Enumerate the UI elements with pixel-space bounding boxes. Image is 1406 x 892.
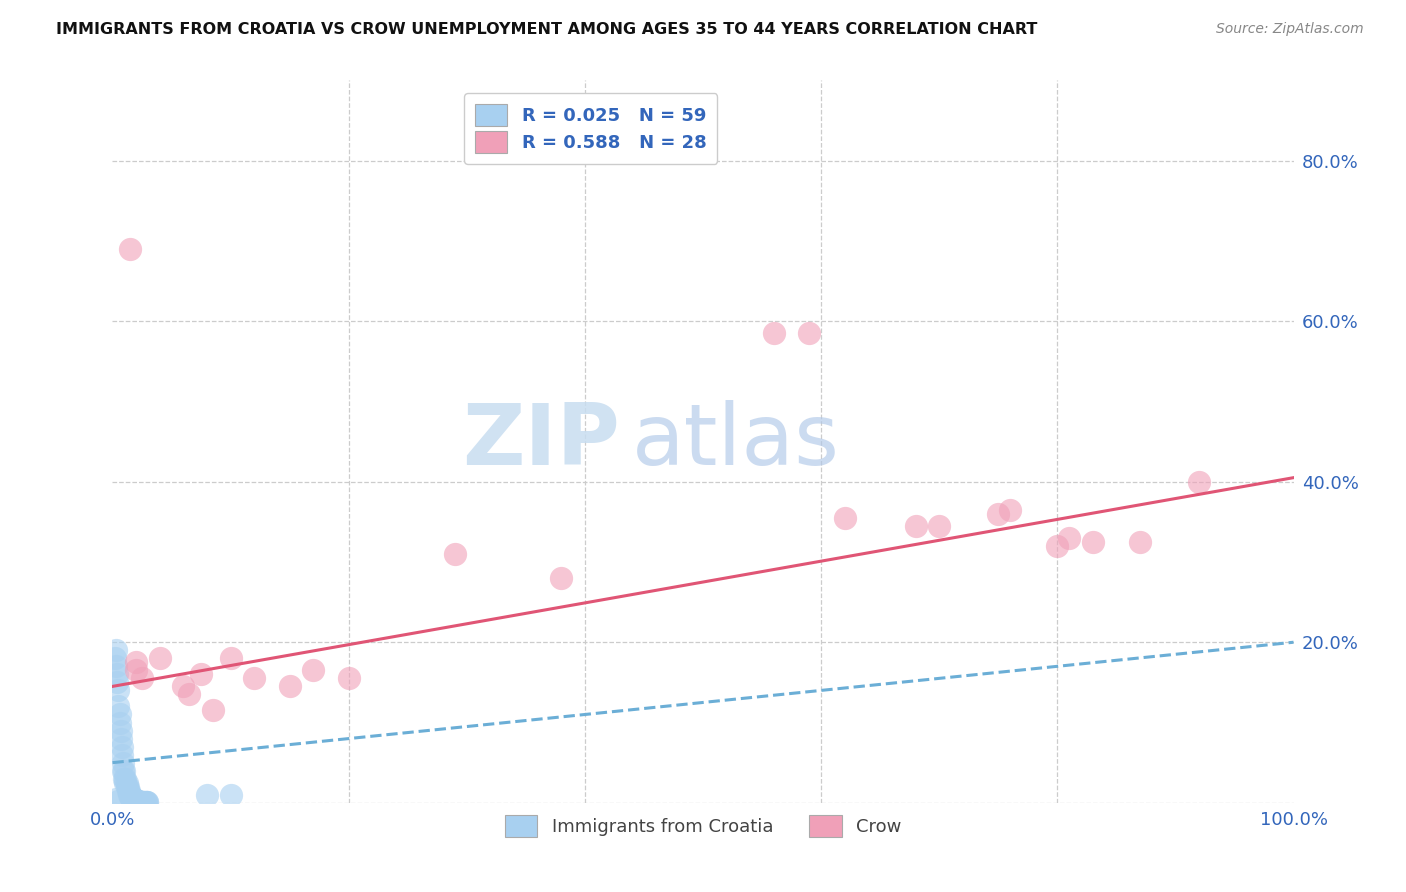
Point [120,791,142,805]
Point [987,507,1010,521]
Point [118,784,141,798]
Point [135,795,157,809]
Point [118,788,141,802]
Point [117,780,139,794]
Point [104,651,127,665]
Point [1129,534,1152,549]
Point [112,764,135,778]
Point [195,788,218,802]
Point [131,795,153,809]
Point [127,794,149,808]
Point [278,680,301,694]
Point [105,659,128,673]
Point [111,747,134,762]
Point [107,794,129,808]
Point [121,791,143,805]
Point [115,776,138,790]
Point [131,795,153,809]
Point [201,703,224,717]
Point [172,680,194,694]
Point [124,793,146,807]
Point [149,651,172,665]
Point [112,764,135,778]
Point [127,795,149,809]
Point [132,795,155,809]
Point [121,792,143,806]
Point [128,795,150,809]
Point [107,683,129,698]
Legend: Immigrants from Croatia, Crow: Immigrants from Croatia, Crow [498,808,908,845]
Point [179,687,201,701]
Text: IMMIGRANTS FROM CROATIA VS CROW UNEMPLOYMENT AMONG AGES 35 TO 44 YEARS CORRELATI: IMMIGRANTS FROM CROATIA VS CROW UNEMPLOY… [56,22,1038,37]
Point [124,792,146,806]
Point [928,518,950,533]
Point [108,707,131,722]
Point [131,671,153,685]
Point [122,792,145,806]
Point [115,780,138,794]
Point [120,788,142,802]
Point [243,671,266,685]
Point [337,671,360,685]
Point [444,547,467,561]
Point [120,789,142,804]
Point [112,772,135,786]
Point [1081,534,1104,549]
Point [128,795,150,809]
Point [114,772,136,786]
Point [762,326,785,340]
Point [127,794,149,808]
Point [105,667,128,681]
Point [190,667,212,681]
Point [110,731,132,746]
Point [112,756,135,770]
Point [219,651,242,665]
Point [134,795,156,809]
Point [125,655,148,669]
Point [132,795,155,809]
Point [110,723,132,738]
Point [114,776,136,790]
Point [107,699,129,714]
Point [135,795,157,809]
Point [219,788,242,802]
Text: Source: ZipAtlas.com: Source: ZipAtlas.com [1216,22,1364,37]
Point [1046,539,1069,553]
Point [105,675,128,690]
Point [105,643,128,657]
Point [122,792,145,806]
Point [127,794,149,808]
Point [799,326,821,340]
Point [550,571,572,585]
Point [129,795,152,809]
Point [1188,475,1211,489]
Point [120,789,142,804]
Point [125,794,148,808]
Point [834,510,856,524]
Point [135,795,157,809]
Point [135,795,157,809]
Point [904,518,927,533]
Text: atlas: atlas [633,400,841,483]
Point [105,792,128,806]
Point [129,795,152,809]
Point [134,795,156,809]
Point [108,715,131,730]
Point [117,784,139,798]
Point [125,793,148,807]
Point [1057,531,1080,545]
Point [111,739,134,754]
Point [120,242,142,256]
Point [125,664,148,678]
Point [998,502,1021,516]
Text: ZIP: ZIP [463,400,620,483]
Point [302,664,325,678]
